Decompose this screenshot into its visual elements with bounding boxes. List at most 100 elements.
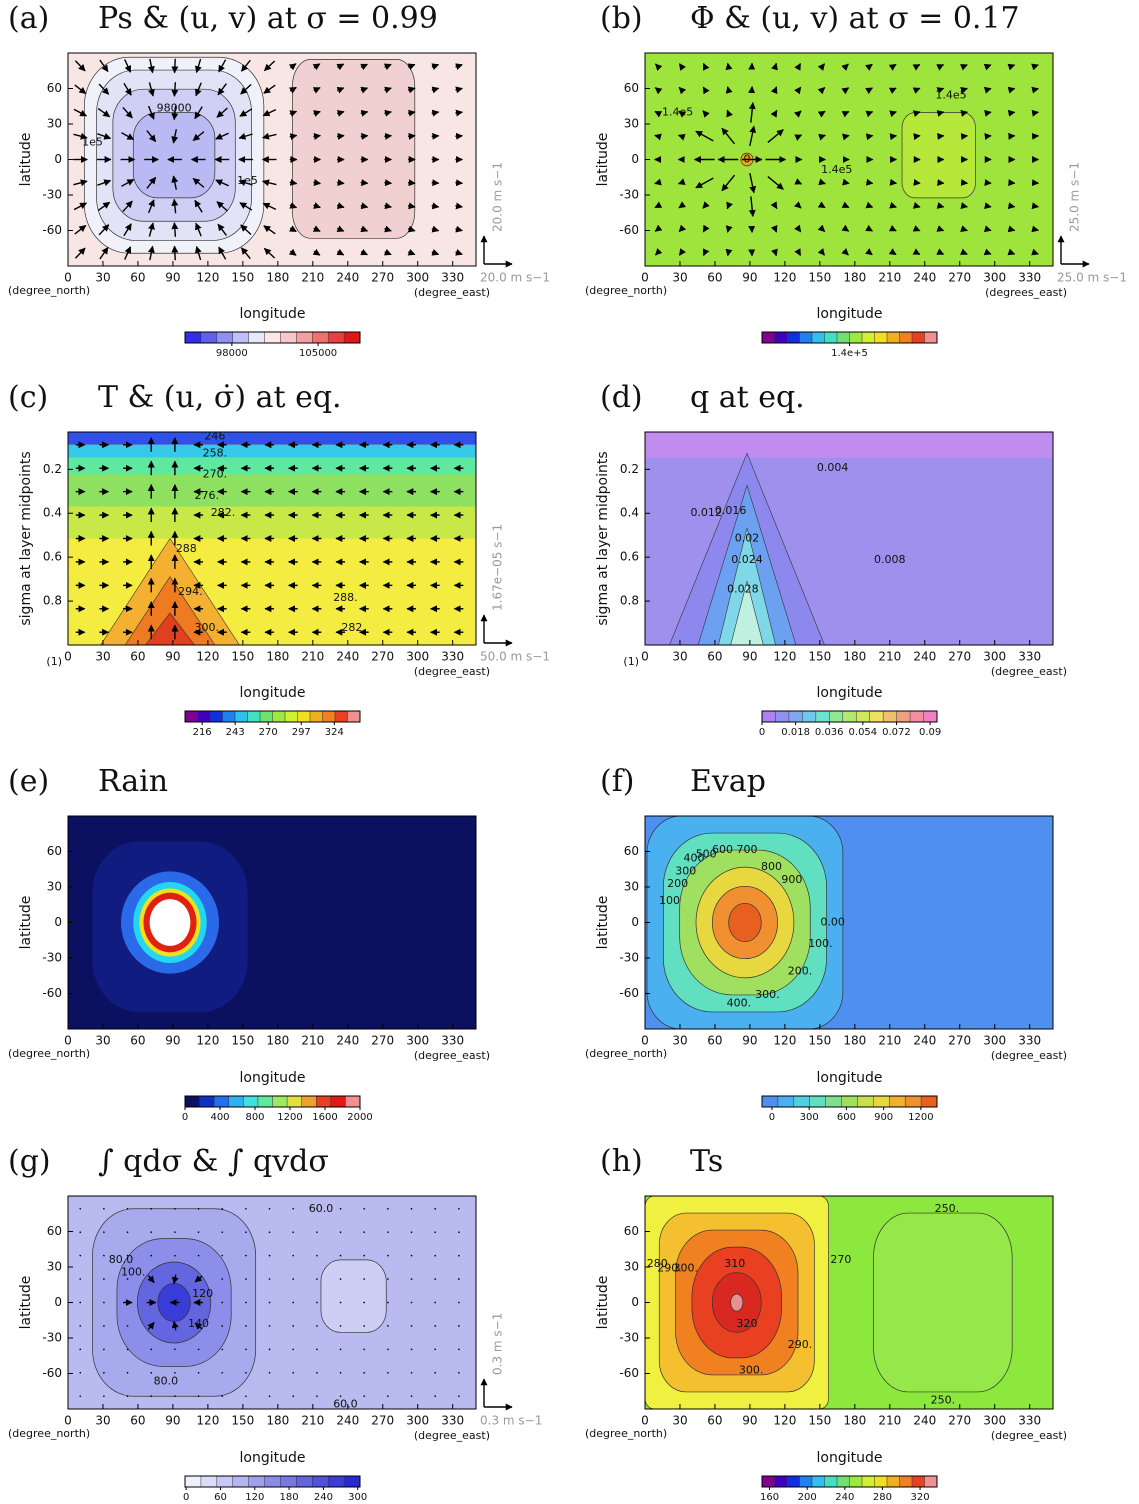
vector (794, 201, 802, 209)
vector (841, 224, 850, 232)
y-tick-label: 60 (624, 81, 639, 95)
x-tick-label: 180 (843, 650, 866, 664)
x-tick-label: 60 (130, 650, 145, 664)
y-tick-label: -30 (619, 951, 639, 965)
colorbar-swatch (243, 1096, 259, 1107)
vector (268, 1207, 271, 1210)
vector (937, 179, 945, 186)
vector (148, 82, 155, 97)
vector (244, 1395, 247, 1398)
colorbar-swatch (883, 711, 897, 722)
y-tick-label: -30 (42, 951, 62, 965)
x-tick-label: 90 (165, 271, 180, 285)
vector (1031, 248, 1039, 256)
colorbar-swatch (330, 1096, 346, 1107)
vector (654, 178, 662, 186)
x-tick-label: 150 (808, 1414, 831, 1428)
vector (654, 87, 663, 95)
vector (192, 131, 205, 142)
field-band (645, 432, 1053, 458)
x-tick-label: 120 (773, 271, 796, 285)
vector (888, 87, 897, 95)
vector (268, 1348, 271, 1351)
colorbar-swatch (899, 1476, 913, 1487)
vector (431, 86, 440, 94)
y-axis-label: latitude (595, 896, 611, 950)
contour-label: 300. (674, 1261, 699, 1274)
vector (244, 1254, 247, 1257)
colorbar-swatch (200, 1476, 218, 1487)
vector (244, 1371, 247, 1374)
contour-label: 140 (188, 1317, 209, 1330)
vector (221, 1254, 224, 1257)
x-tick-label: 60 (707, 271, 722, 285)
vector (386, 1207, 389, 1210)
contour-label: 294. (178, 585, 203, 598)
x-tick-label: 330 (1018, 1414, 1041, 1428)
colorbar-swatch (280, 332, 297, 343)
x-unit: (degree_east) (414, 1429, 490, 1442)
colorbar-swatch (809, 1096, 826, 1107)
x-tick-label: 180 (266, 271, 289, 285)
field-band (68, 474, 476, 507)
field-region (292, 59, 416, 239)
contour-label: 700 (737, 843, 758, 856)
x-tick-label: 240 (913, 271, 936, 285)
colorbar-swatch (312, 1476, 329, 1487)
vector (313, 202, 321, 209)
y-tick-label: 30 (624, 1260, 639, 1274)
vector (268, 1395, 271, 1398)
colorbar-swatch (185, 332, 202, 343)
vector (268, 1371, 271, 1374)
contour-label: 500 (696, 847, 717, 860)
vector (1007, 63, 1016, 71)
y-tick-label: 60 (47, 1224, 62, 1238)
vector (336, 110, 345, 117)
colorbar-tick-label: 105000 (299, 348, 337, 359)
vector (244, 1231, 247, 1234)
vector (126, 1348, 129, 1351)
panel-label: (a) (8, 1, 49, 36)
colorbar-swatch (923, 711, 938, 722)
vector (194, 1322, 203, 1330)
vector (102, 1278, 105, 1280)
vector (363, 1231, 366, 1234)
x-tick-label: 30 (672, 1034, 687, 1048)
x-tick-label: 150 (231, 1414, 254, 1428)
vector (702, 248, 710, 257)
vector (748, 101, 756, 123)
x-tick-label: 120 (773, 1414, 796, 1428)
colorbar-swatch (762, 711, 776, 722)
x-tick-label: 240 (913, 1034, 936, 1048)
x-tick-label: 120 (773, 650, 796, 664)
y-unit: (1) (46, 655, 62, 668)
vector (147, 245, 155, 261)
vector (983, 63, 992, 71)
vector (315, 1395, 318, 1398)
vector (98, 83, 110, 95)
colorbar-tick-label: 60 (214, 1492, 227, 1503)
x-unit: (degree_east) (991, 1429, 1067, 1442)
vector (889, 201, 897, 209)
vector (842, 178, 850, 186)
vector (215, 179, 229, 187)
vector (171, 58, 179, 74)
contour-label: 100. (121, 1266, 146, 1279)
x-tick-label: 240 (913, 1414, 936, 1428)
colorbar-swatch (200, 332, 218, 343)
x-tick-label: 30 (95, 1034, 110, 1048)
panel-label: (f) (600, 764, 635, 799)
vector (360, 179, 369, 187)
vector (263, 225, 276, 235)
colorbar-swatch (815, 711, 830, 722)
vector (384, 132, 393, 140)
x-tick-label: 60 (130, 1414, 145, 1428)
contour-label: 0.012 (690, 506, 722, 519)
vector (124, 246, 132, 260)
vector (794, 178, 803, 185)
x-axis-label: longitude (240, 685, 306, 701)
vector (244, 1207, 247, 1210)
vector (960, 179, 969, 187)
colorbar-swatch (889, 1096, 906, 1107)
vector (79, 1371, 82, 1374)
